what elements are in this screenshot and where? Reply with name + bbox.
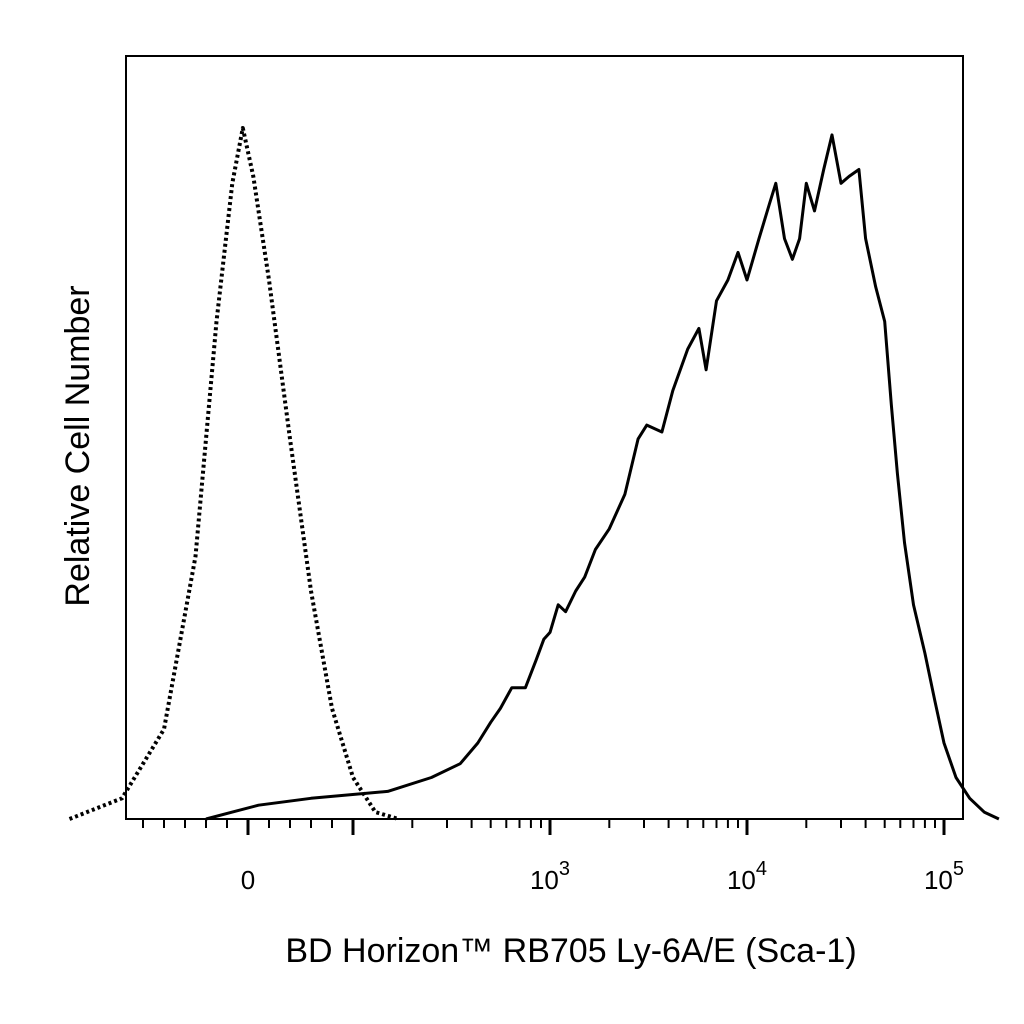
x-axis-ticks (142, 819, 946, 835)
x-tick-label-3: 105 (924, 858, 964, 895)
x-tick-label-1: 103 (530, 858, 570, 895)
x-tick-label-2: 104 (727, 858, 767, 895)
plot-frame (125, 55, 964, 820)
x-tick-label-0: 0 (241, 865, 255, 895)
y-axis-label: Relative Cell Number (59, 285, 97, 606)
series-line-dotted (68, 126, 399, 821)
x-axis-tick-labels: 0 103 104 105 (241, 858, 964, 895)
series-layer (68, 126, 1000, 821)
x-axis-label: BD Horizon™ RB705 Ly-6A/E (Sca-1) (285, 932, 856, 970)
series-line-solid (205, 133, 1000, 821)
